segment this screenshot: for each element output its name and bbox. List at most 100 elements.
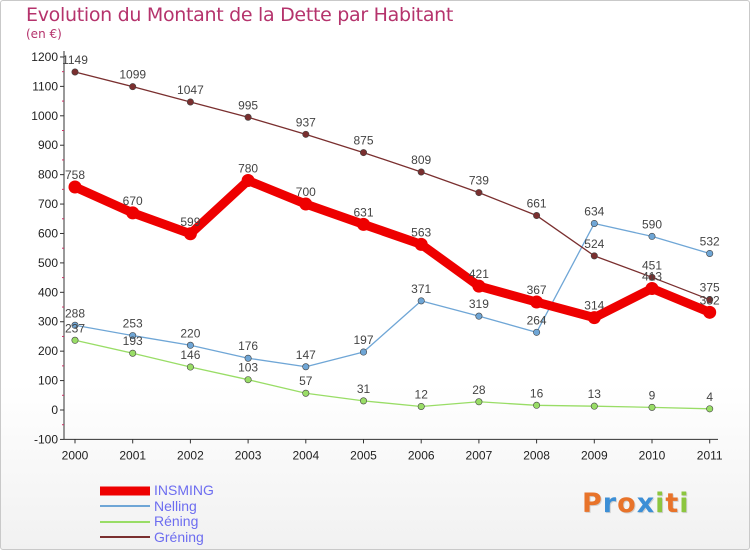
- x-tick-label: 2000: [62, 448, 89, 462]
- data-point-nelling: [417, 297, 425, 305]
- data-label-réning: 57: [299, 374, 313, 388]
- data-point-insming: [587, 311, 601, 325]
- legend-swatch: [100, 486, 150, 496]
- y-tick-label: 200: [38, 344, 58, 358]
- x-tick-label: 2002: [177, 448, 204, 462]
- legend-label: Gréning: [154, 528, 204, 545]
- data-label-gréning: 809: [411, 153, 431, 167]
- data-point-gréning: [244, 113, 252, 121]
- data-point-gréning: [648, 273, 656, 281]
- y-tick-label: 300: [38, 315, 58, 329]
- data-label-insming: 563: [411, 225, 431, 239]
- legend-label: Nelling: [154, 497, 197, 514]
- data-label-insming: 758: [65, 168, 85, 182]
- data-point-réning: [302, 389, 310, 397]
- data-point-réning: [533, 401, 541, 409]
- data-label-insming: 367: [527, 283, 547, 297]
- legend-swatch: [100, 520, 150, 523]
- data-label-réning: 28: [472, 383, 486, 397]
- data-label-nelling: 220: [180, 326, 200, 340]
- data-label-réning: 16: [530, 386, 544, 400]
- data-label-nelling: 288: [65, 306, 85, 320]
- data-point-réning: [244, 376, 252, 384]
- y-tick-label: 500: [38, 256, 58, 270]
- x-tick-label: 2003: [235, 448, 262, 462]
- data-label-nelling: 253: [123, 317, 143, 331]
- data-label-réning: 13: [588, 387, 602, 401]
- data-point-insming: [530, 295, 544, 309]
- data-label-gréning: 875: [353, 134, 373, 148]
- data-point-nelling: [71, 321, 79, 329]
- data-point-gréning: [475, 189, 483, 197]
- data-point-réning: [186, 363, 194, 371]
- data-label-insming: 421: [469, 267, 489, 281]
- data-label-réning: 237: [65, 321, 85, 335]
- data-label-nelling: 176: [238, 339, 258, 353]
- data-label-gréning: 937: [296, 115, 316, 129]
- data-label-gréning: 1047: [177, 83, 204, 97]
- data-label-réning: 12: [415, 387, 429, 401]
- data-label-nelling: 634: [584, 204, 604, 218]
- data-label-nelling: 371: [411, 282, 431, 296]
- x-tick-label: 2009: [581, 448, 608, 462]
- y-tick-label: 1200: [31, 50, 58, 64]
- data-label-réning: 9: [649, 388, 656, 402]
- data-label-insming: 413: [642, 269, 662, 283]
- data-point-insming: [357, 217, 370, 231]
- data-point-gréning: [533, 212, 541, 220]
- data-label-gréning: 375: [700, 281, 720, 295]
- legend-swatch: [100, 505, 150, 508]
- legend-item: INSMING: [100, 482, 300, 499]
- data-point-réning: [129, 349, 137, 357]
- proxiti-logo: Proxiti: [582, 488, 690, 519]
- y-tick-label: 1000: [31, 109, 58, 123]
- series-line-gréning: [74, 71, 711, 301]
- series-line-insming: [70, 176, 715, 323]
- y-tick-label: 600: [38, 226, 58, 240]
- series-line-nelling: [74, 222, 711, 368]
- data-point-nelling: [359, 348, 367, 356]
- data-label-nelling: 532: [700, 234, 720, 248]
- data-label-insming: 332: [700, 293, 720, 307]
- data-label-insming: 631: [353, 205, 373, 219]
- legend-label: INSMING: [154, 482, 214, 498]
- data-label-réning: 103: [238, 361, 258, 375]
- data-label-réning: 4: [706, 390, 713, 404]
- data-label-insming: 670: [123, 194, 143, 208]
- data-label-gréning: 995: [238, 98, 258, 112]
- y-tick-label: 800: [38, 168, 58, 182]
- data-label-réning: 146: [180, 348, 200, 362]
- x-tick-label: 2008: [523, 448, 550, 462]
- data-label-réning: 193: [123, 334, 143, 348]
- legend-item: Nelling: [100, 497, 300, 515]
- data-point-insming: [472, 279, 486, 293]
- logo-letter: t: [665, 488, 680, 519]
- x-tick-label: 2005: [350, 448, 377, 462]
- data-label-gréning: 524: [584, 237, 604, 251]
- data-label-insming: 314: [584, 299, 604, 313]
- data-point-réning: [706, 405, 714, 413]
- data-point-nelling: [533, 328, 541, 336]
- data-point-gréning: [71, 68, 79, 76]
- data-label-gréning: 661: [527, 197, 547, 211]
- data-point-insming: [299, 197, 313, 211]
- legend-item: Gréning: [100, 528, 300, 546]
- logo-letter: x: [636, 488, 656, 519]
- data-point-gréning: [129, 83, 137, 91]
- x-tick-label: 2010: [639, 448, 666, 462]
- data-point-gréning: [359, 149, 367, 157]
- data-label-nelling: 197: [353, 333, 373, 347]
- data-label-nelling: 264: [527, 313, 547, 327]
- y-tick-label: 100: [38, 374, 58, 388]
- data-label-nelling: 147: [296, 348, 316, 362]
- data-point-insming: [68, 180, 82, 194]
- data-point-nelling: [475, 312, 483, 320]
- legend-swatch: [100, 536, 150, 539]
- y-tick-label: -100: [34, 432, 58, 446]
- data-point-nelling: [129, 332, 137, 340]
- logo-letter: r: [602, 488, 618, 519]
- data-point-gréning: [590, 252, 598, 260]
- data-point-nelling: [706, 249, 714, 257]
